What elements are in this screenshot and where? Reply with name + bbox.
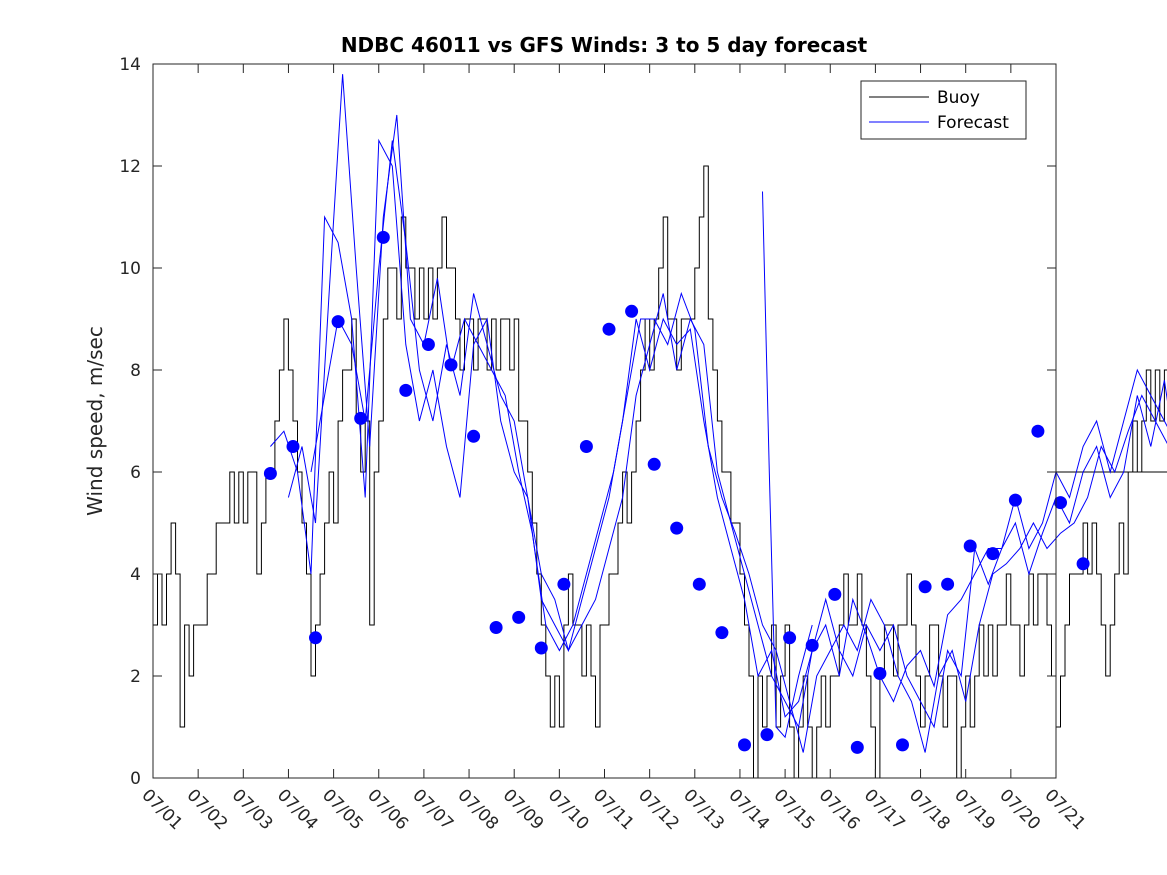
legend-buoy-label: Buoy [937, 88, 980, 108]
forecast-marker-6 [376, 230, 390, 244]
forecast-marker-13 [534, 641, 548, 655]
y-tick-label-6: 6 [130, 463, 141, 483]
y-tick-label-2: 2 [130, 667, 141, 687]
forecast-marker-16 [602, 322, 616, 336]
forecast-trace-2 [270, 138, 1167, 729]
legend-box [860, 80, 1027, 140]
forecast-marker-25 [805, 638, 819, 652]
chart-title: NDBC 46011 vs GFS Winds: 3 to 5 day fore… [341, 33, 868, 57]
forecast-marker-5 [354, 411, 368, 425]
forecast-marker-20 [692, 577, 706, 591]
forecast-marker-33 [986, 547, 1000, 561]
forecast-marker-18 [647, 457, 661, 471]
forecast-marker-26 [828, 587, 842, 601]
forecast-marker-21 [715, 626, 729, 640]
forecast-marker-34 [1008, 493, 1022, 507]
forecast-marker-4 [331, 315, 345, 329]
forecast-marker-32 [963, 539, 977, 553]
y-axis-label: Wind speed, m/sec [83, 326, 107, 516]
forecast-marker-30 [918, 580, 932, 594]
forecast-marker-9 [444, 358, 458, 372]
forecast-marker-17 [625, 304, 639, 318]
forecast-marker-10 [467, 429, 481, 443]
forecast-marker-29 [896, 738, 909, 752]
y-tick-label-8: 8 [130, 361, 141, 381]
forecast-marker-23 [760, 728, 774, 742]
forecast-marker-15 [579, 440, 593, 453]
forecast-marker-7 [399, 383, 413, 397]
forecast-marker-12 [512, 610, 526, 624]
y-tick-label-0: 0 [130, 769, 141, 789]
axes-background [153, 64, 1056, 778]
forecast-marker-27 [850, 740, 864, 754]
forecast-marker-19 [670, 521, 684, 535]
y-tick-label-4: 4 [130, 565, 141, 585]
forecast-marker-11 [489, 621, 503, 634]
forecast-marker-24 [783, 631, 797, 645]
forecast-marker-3 [309, 631, 322, 645]
forecast-marker-36 [1054, 496, 1067, 510]
forecast-trace-4 [762, 191, 813, 739]
forecast-marker-8 [421, 338, 435, 351]
y-tick-label-14: 14 [119, 55, 141, 75]
forecast-marker-35 [1031, 424, 1045, 438]
forecast-marker-37 [1076, 557, 1090, 571]
forecast-marker-22 [738, 738, 751, 752]
forecast-marker-14 [557, 577, 571, 591]
plot-area: 0246810121407/0107/0207/0307/0407/0507/0… [119, 55, 1167, 834]
legend: Buoy Forecast [860, 80, 1027, 140]
y-tick-label-12: 12 [119, 157, 141, 177]
buoy-series-line [153, 165, 1167, 779]
legend-forecast-label: Forecast [937, 113, 1009, 133]
forecast-marker-28 [873, 667, 887, 680]
y-tick-label-10: 10 [119, 259, 141, 279]
forecast-trace-3 [310, 140, 1167, 729]
forecast-marker-1 [263, 467, 277, 480]
forecast-marker-2 [286, 440, 300, 453]
forecast-marker-31 [941, 577, 955, 591]
